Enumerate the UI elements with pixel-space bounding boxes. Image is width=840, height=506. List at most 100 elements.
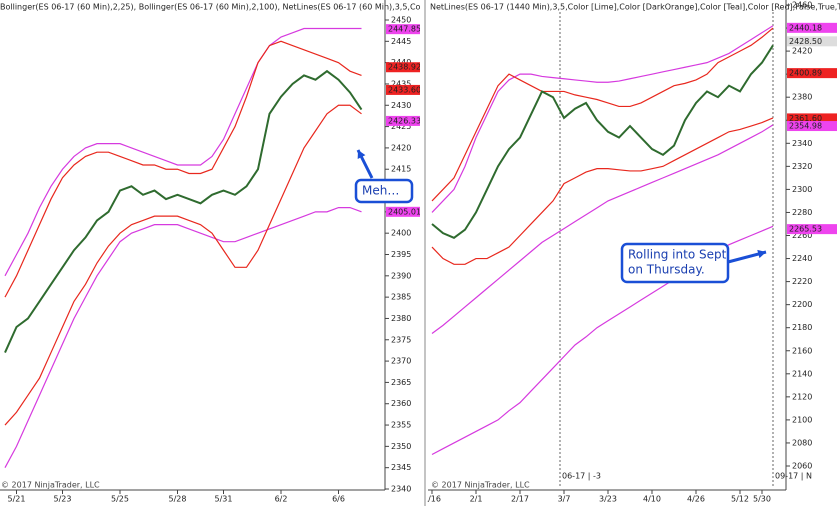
y-tick-label: 2445 xyxy=(391,37,411,46)
price-line xyxy=(431,117,774,265)
y-tick-label: 2375 xyxy=(391,335,411,344)
y-tick-label: 2365 xyxy=(391,378,411,387)
y-tick-label: 2380 xyxy=(391,314,411,323)
y-tick-label: 2060 xyxy=(792,462,812,471)
y-tick-label: 2395 xyxy=(391,250,411,259)
x-tick-label: 5/12 xyxy=(731,495,749,504)
annotation-text: on Thursday. xyxy=(628,263,705,277)
y-tick-label: 2370 xyxy=(391,357,411,366)
price-line xyxy=(4,207,362,468)
annotation-text: Meh… xyxy=(362,184,399,198)
x-tick-label: 5/31 xyxy=(215,495,233,504)
annotation-text: Rolling into Sept xyxy=(628,248,727,262)
footer: © 2017 NinjaTrader, LLC xyxy=(1,481,100,490)
x-tick-label: 2/17 xyxy=(511,495,529,504)
contract-note: 09-17 | N xyxy=(775,472,812,481)
y-tick-label: 2280 xyxy=(792,208,812,217)
price-tag-label: 2265.53 xyxy=(789,225,822,234)
y-tick-label: 2240 xyxy=(792,254,812,263)
price-tag xyxy=(787,68,837,79)
price-line xyxy=(431,44,774,239)
y-tick-label: 2220 xyxy=(792,277,812,286)
y-tick-label: 2100 xyxy=(792,415,812,424)
x-tick-label: 6/6 xyxy=(332,495,345,504)
price-tag xyxy=(386,24,420,35)
x-tick-label: 5/21 xyxy=(8,495,26,504)
y-tick-label: 2425 xyxy=(391,122,411,131)
price-line xyxy=(4,69,363,353)
price-tag-label: 2447.85 xyxy=(388,25,421,34)
x-tick-label: 4/26 xyxy=(687,495,705,504)
y-tick-label: 2140 xyxy=(792,369,812,378)
y-tick-label: 2450 xyxy=(391,16,411,25)
y-tick-label: 2345 xyxy=(391,463,411,472)
y-tick-label: 2080 xyxy=(792,438,812,447)
y-tick-label: 2420 xyxy=(391,143,411,152)
price-tag-label: 2405.01 xyxy=(388,207,421,216)
annotation-box xyxy=(620,242,730,284)
price-tag-label: 2428.50 xyxy=(789,37,822,46)
price-line xyxy=(431,25,774,213)
chart-panel: Bollinger(ES 06-17 (60 Min),2,25), Bolli… xyxy=(0,0,479,504)
y-tick-label: 2340 xyxy=(391,485,411,494)
price-tag-label: 2400.89 xyxy=(789,69,822,78)
y-tick-label: 2320 xyxy=(792,162,812,171)
contract-note: 06-17 | -3 xyxy=(562,472,601,481)
x-tick-label: 5/23 xyxy=(54,495,72,504)
y-tick-label: 2400 xyxy=(391,229,411,238)
price-line xyxy=(431,124,774,334)
price-tag-label: 2361.60 xyxy=(789,114,822,123)
x-tick-label: 3/23 xyxy=(599,495,617,504)
y-tick-label: 2430 xyxy=(391,101,411,110)
y-tick-label: 2200 xyxy=(792,300,812,309)
annotation-box xyxy=(354,178,414,204)
price-tag-label: 2438.92 xyxy=(388,63,421,72)
footer: © 2017 NinjaTrader, LLC xyxy=(431,481,530,490)
price-tag-label: 2354.98 xyxy=(789,122,822,131)
price-line xyxy=(431,27,774,202)
price-tag-label: 2433.60 xyxy=(388,85,421,94)
price-tag-label: 2426.33 xyxy=(388,116,421,125)
price-line xyxy=(4,27,362,277)
y-tick-label: 2160 xyxy=(792,346,812,355)
price-line xyxy=(4,104,362,426)
price-tag xyxy=(787,121,837,132)
x-tick-label: 2/1 xyxy=(470,495,483,504)
price-line xyxy=(4,40,362,298)
y-tick-label: 2360 xyxy=(391,399,411,408)
y-tick-label: 2435 xyxy=(391,79,411,88)
x-tick-label: 6/2 xyxy=(275,495,288,504)
x-tick-label: 4/10 xyxy=(643,495,661,504)
x-tick-label: 1/16 xyxy=(423,495,441,504)
y-tick-label: 2350 xyxy=(391,442,411,451)
price-tag xyxy=(386,206,420,217)
indicator-header: Bollinger(ES 06-17 (60 Min),2,25), Bolli… xyxy=(0,3,479,12)
y-tick-label: 2460 xyxy=(792,1,812,10)
chart-panel: NetLines(ES 06-17 (1440 Min),3,5,Color [… xyxy=(423,0,840,504)
y-tick-label: 2300 xyxy=(792,185,812,194)
arrow-head xyxy=(357,150,366,159)
price-tag xyxy=(386,115,420,126)
y-tick-label: 2340 xyxy=(792,139,812,148)
indicator-header: NetLines(ES 06-17 (1440 Min),3,5,Color [… xyxy=(430,3,840,12)
arrow-head xyxy=(757,249,766,259)
x-tick-label: 5/25 xyxy=(111,495,129,504)
y-tick-label: 2390 xyxy=(391,271,411,280)
x-tick-label: 3/7 xyxy=(558,495,571,504)
y-tick-label: 2380 xyxy=(792,93,812,102)
price-tag-label: 2440.18 xyxy=(789,23,822,32)
y-tick-label: 2420 xyxy=(792,47,812,56)
price-tag xyxy=(386,62,420,73)
x-tick-label: 5/30 xyxy=(753,495,771,504)
price-tag xyxy=(787,113,837,124)
y-tick-label: 2120 xyxy=(792,392,812,401)
y-tick-label: 2355 xyxy=(391,421,411,430)
price-tag xyxy=(787,36,837,47)
y-tick-label: 2180 xyxy=(792,323,812,332)
price-tag xyxy=(787,22,837,33)
y-tick-label: 2415 xyxy=(391,165,411,174)
y-tick-label: 2260 xyxy=(792,231,812,240)
y-tick-label: 2385 xyxy=(391,293,411,302)
price-tag xyxy=(787,224,837,235)
